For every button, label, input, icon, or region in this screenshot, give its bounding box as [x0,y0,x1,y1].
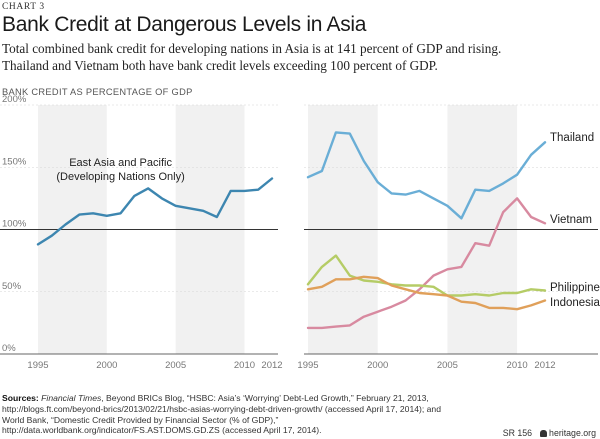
x-tick-label: 1995 [297,360,318,371]
y-axis-label: BANK CREDIT AS PERCENTAGE OF GDP [2,87,193,97]
series-line-vietnam [306,197,547,330]
bank-credit-chart: BANK CREDIT AS PERCENTAGE OF GDP 0% 50% 10… [0,87,600,371]
series-label-thailand: Thailand [550,132,594,144]
series-line-thailand [306,131,547,220]
y-tick-label: 50% [2,281,22,292]
x-tick-label: 2010 [507,360,528,371]
series-label-indonesia: Indonesia [550,297,600,309]
x-tick-label: 2005 [165,360,186,371]
series-label-vietnam: Vietnam [550,214,592,226]
y-tick-label: 100% [2,219,27,230]
sources-publication: Financial Times [38,393,102,403]
chart-title: Bank Credit at Dangerous Levels in Asia [2,13,367,36]
series-line-indonesia [306,275,547,311]
heritage-bell-icon [540,430,548,437]
sources-text: , Beyond BRICs Blog, “HSBC: Asia’s ‘Worr… [2,393,441,436]
sources-label: Sources: [2,393,39,403]
x-tick-label: 2000 [367,360,388,371]
x-tick-label: 2010 [234,360,255,371]
series-label-philippines: Philippines [550,282,600,294]
report-id: SR 156 [502,428,533,438]
y-tick-label: 150% [2,156,27,167]
x-tick-label: 2012 [261,360,282,371]
site-name: heritage.org [549,428,596,438]
x-tick-label: 1995 [27,360,48,371]
series-line-east-asia-and-pacific-developing-nations-only [36,177,274,246]
chart-subtitle-line-1: Total combined bank credit for developin… [2,41,502,56]
y-tick-label: 0% [2,343,16,354]
annotation-east-asia: (Developing Nations Only) [56,171,184,183]
series-line-philippines [306,254,547,297]
x-tick-label: 2000 [96,360,117,371]
y-tick-label: 200% [2,94,27,105]
footer-credit: SR 156 heritage.org [503,428,596,438]
x-tick-label: 2012 [534,360,555,371]
chart-number: CHART 3 [2,2,45,12]
annotation-east-asia: East Asia and Pacific [69,157,172,169]
sources-note: Sources: Financial Times, Beyond BRICs B… [2,393,462,436]
x-tick-label: 2005 [437,360,458,371]
chart-subtitle-line-2: Thailand and Vietnam both have bank cred… [2,58,438,73]
